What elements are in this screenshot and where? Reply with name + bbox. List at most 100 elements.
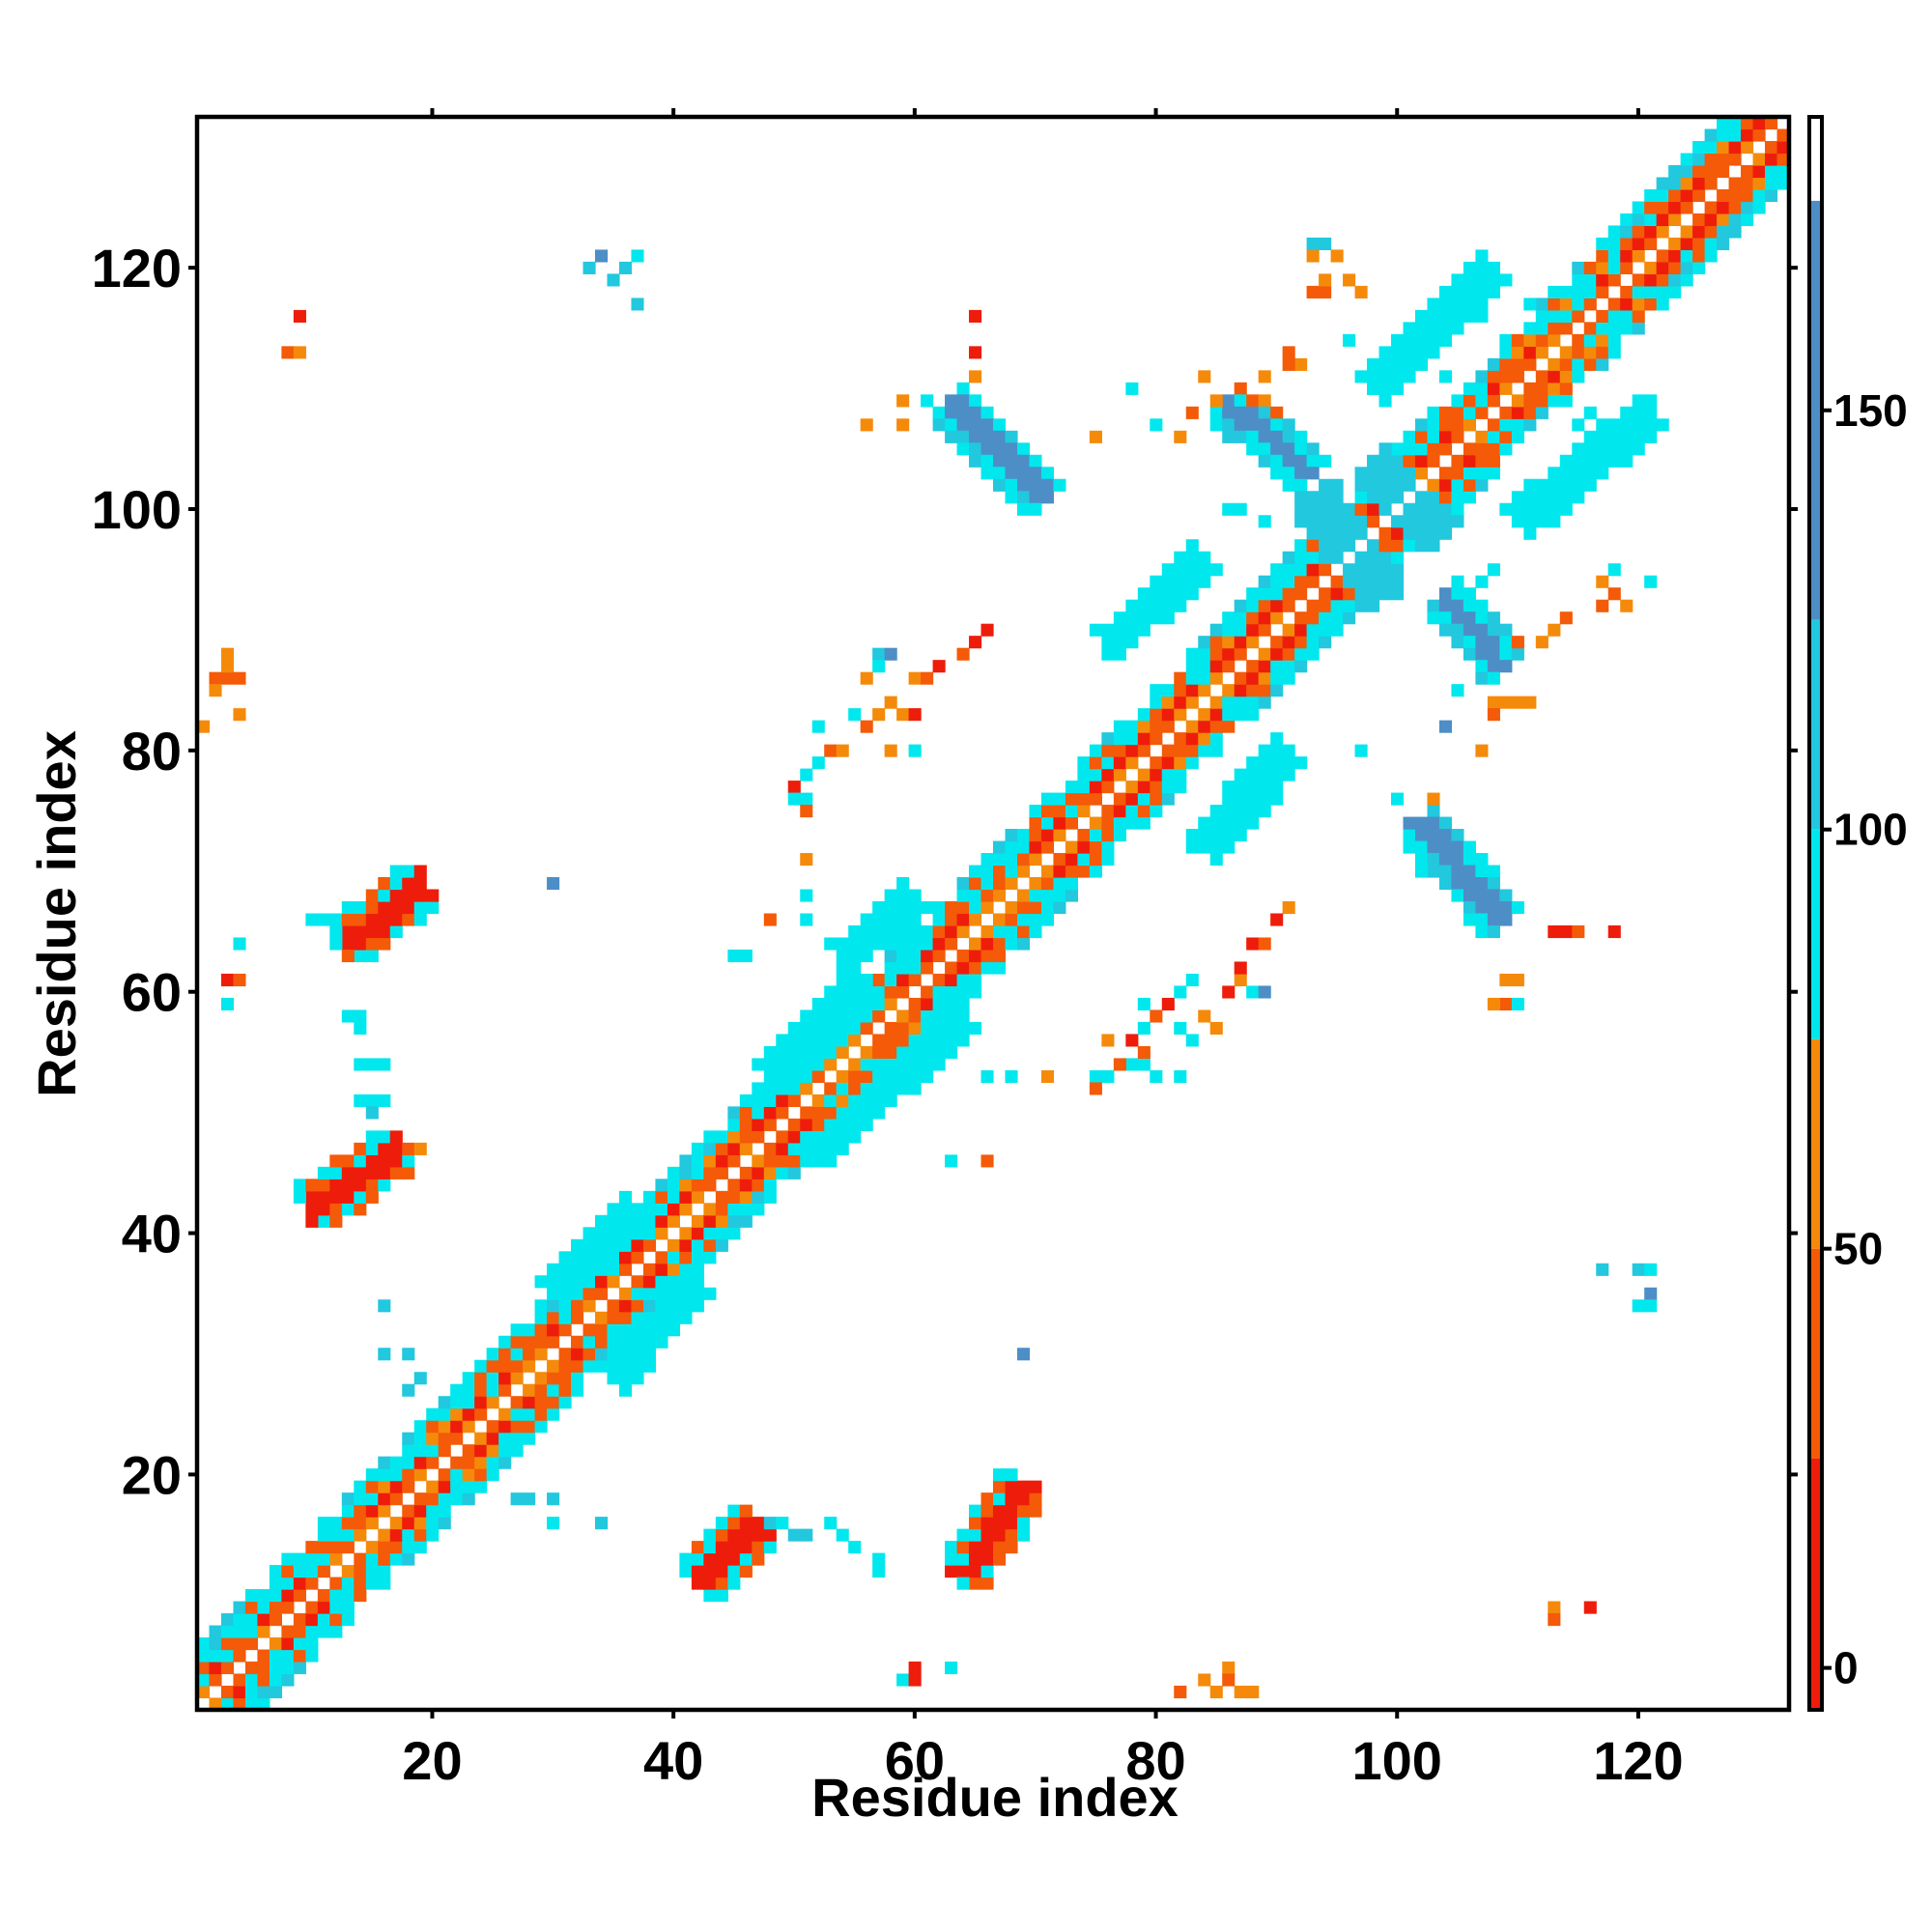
heatmap-cell	[1005, 491, 1018, 504]
heatmap-cell	[618, 1359, 633, 1373]
heatmap-cell	[402, 1154, 415, 1168]
heatmap-cell	[329, 1601, 343, 1614]
heatmap-cell	[836, 1082, 849, 1095]
heatmap-cell	[1728, 153, 1742, 166]
heatmap-cell	[571, 1335, 584, 1349]
heatmap-cell	[1270, 768, 1284, 781]
heatmap-cell	[1572, 357, 1585, 371]
heatmap-cell	[908, 924, 922, 939]
heatmap-cell	[800, 1528, 813, 1542]
heatmap-cell	[269, 1686, 282, 1699]
heatmap-cell	[1391, 478, 1405, 492]
heatmap-cell	[969, 961, 982, 975]
heatmap-cell	[1391, 539, 1405, 553]
heatmap-cell	[341, 1504, 355, 1518]
heatmap-cell	[1029, 840, 1042, 854]
heatmap-cell	[1499, 696, 1513, 709]
heatmap-cell	[1282, 442, 1295, 456]
heatmap-cell	[1535, 309, 1548, 323]
heatmap-cell	[1620, 237, 1634, 250]
heatmap-cell	[329, 1179, 343, 1192]
heatmap-cell	[486, 1396, 499, 1409]
heatmap-cell	[1487, 285, 1500, 298]
heatmap-cell	[752, 1541, 765, 1554]
heatmap-cell	[1306, 454, 1320, 468]
heatmap-cell	[1391, 346, 1405, 359]
heatmap-cell	[1414, 539, 1429, 553]
heatmap-cell	[980, 1492, 994, 1506]
heatmap-cell	[655, 1190, 668, 1204]
heatmap-cell	[1016, 1348, 1031, 1361]
heatmap-cell	[1282, 357, 1295, 371]
heatmap-cell	[378, 1094, 391, 1107]
heatmap-cell	[921, 985, 934, 999]
heatmap-cell	[486, 1383, 499, 1397]
heatmap-cell	[293, 1589, 306, 1603]
heatmap-cell	[244, 1662, 259, 1675]
heatmap-cell	[884, 647, 897, 661]
heatmap-cell	[1113, 756, 1126, 770]
heatmap-cell	[1222, 636, 1236, 649]
heatmap-cell	[1776, 128, 1790, 142]
heatmap-cell	[1282, 901, 1295, 915]
heatmap-cell	[1282, 636, 1295, 649]
heatmap-cell	[969, 973, 982, 987]
heatmap-cell	[1583, 285, 1597, 298]
heatmap-cell	[547, 1372, 560, 1385]
heatmap-cell	[1438, 478, 1453, 492]
heatmap-cell	[679, 1565, 693, 1578]
heatmap-cell	[703, 1287, 717, 1300]
heatmap-cell	[860, 937, 873, 951]
heatmap-cell	[1053, 865, 1066, 878]
heatmap-cell	[365, 1094, 379, 1107]
heatmap-cell	[1137, 1045, 1151, 1059]
heatmap-cell	[956, 382, 970, 395]
heatmap-cell	[1438, 840, 1453, 854]
heatmap-cell	[1209, 816, 1223, 830]
heatmap-cell	[932, 913, 946, 926]
heatmap-cell	[1548, 1613, 1561, 1627]
heatmap-cell	[752, 1154, 765, 1168]
heatmap-cell	[1548, 491, 1561, 504]
heatmap-cell	[1185, 840, 1199, 854]
heatmap-cell	[1583, 273, 1597, 287]
heatmap-cell	[269, 1662, 282, 1675]
heatmap-cell	[1427, 865, 1440, 878]
heatmap-cell	[1125, 599, 1139, 612]
heatmap-cell	[739, 1190, 753, 1204]
heatmap-cell	[1065, 889, 1078, 902]
heatmap-cell	[1065, 877, 1078, 891]
heatmap-cell	[884, 997, 897, 1011]
heatmap-cell	[571, 1251, 584, 1264]
heatmap-cell	[498, 1335, 512, 1349]
heatmap-cell	[1692, 225, 1706, 239]
heatmap-cell	[1487, 563, 1500, 577]
heatmap-cell	[1319, 285, 1332, 298]
heatmap-cell	[354, 1179, 367, 1192]
heatmap-cell	[523, 1348, 536, 1361]
heatmap-cell	[1438, 309, 1453, 323]
heatmap-cell	[932, 949, 946, 963]
heatmap-cell	[921, 924, 934, 939]
heatmap-cell	[1294, 467, 1308, 480]
heatmap-cell	[1282, 563, 1295, 577]
heatmap-cell	[1270, 781, 1284, 794]
heatmap-cell	[945, 1045, 958, 1059]
heatmap-cell	[679, 1227, 693, 1240]
heatmap-cell	[752, 1179, 765, 1192]
heatmap-cell	[1620, 442, 1634, 456]
heatmap-cell	[836, 973, 849, 987]
heatmap-cell	[354, 1009, 367, 1023]
heatmap-cell	[1089, 865, 1102, 878]
heatmap-cell	[1222, 418, 1236, 432]
heatmap-cell	[1319, 526, 1332, 540]
heatmap-cell	[739, 1106, 753, 1120]
heatmap-cell	[233, 1649, 246, 1662]
heatmap-cell	[595, 1311, 609, 1324]
heatmap-cell	[378, 901, 391, 915]
heatmap-cell	[402, 889, 415, 902]
heatmap-cell	[571, 1238, 584, 1252]
heatmap-cell	[1343, 273, 1356, 287]
heatmap-cell	[631, 1203, 644, 1216]
heatmap-cell	[1319, 599, 1332, 612]
